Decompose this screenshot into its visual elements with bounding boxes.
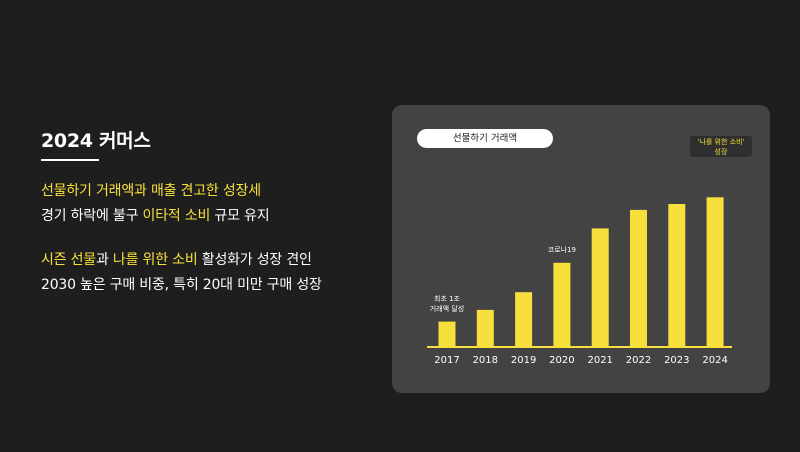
heading-underline [41, 159, 99, 161]
bar-chart: 2017 2018 2019 2020 2021 2022 2023 2024 [427, 197, 732, 366]
bar-2020 [553, 262, 571, 346]
summary-line-4: 2030 높은 구매 비중, 특히 20대 미만 구매 성장 [41, 274, 322, 294]
bar-2021 [591, 228, 609, 346]
annotation-line: '나를 위한 소비' [697, 138, 745, 146]
body-text: 과 [95, 252, 113, 268]
highlight-text: 선물하기 거래액과 매출 견고한 성장세 [41, 183, 261, 199]
x-tick-label: 2024 [702, 355, 727, 366]
x-tick-label: 2023 [664, 355, 689, 366]
bar-annotation: 최초 1조 거래액 달성 [417, 294, 477, 314]
bar-2019 [515, 292, 533, 346]
page-heading: 2024 커머스 [41, 130, 151, 152]
x-tick-label: 2022 [626, 355, 651, 366]
growth-callout: '나를 위한 소비' 성장 [690, 136, 752, 157]
x-tick-label: 2017 [434, 355, 459, 366]
highlight-text: 이타적 소비 [142, 208, 211, 224]
bar-2023 [668, 204, 686, 346]
chart-title: 선물하기 거래액 [417, 129, 553, 148]
x-tick-label: 2021 [587, 355, 612, 366]
bar-2022 [630, 209, 647, 346]
summary-line-3: 시즌 선물과 나를 위한 소비 활성화가 성장 견인 [41, 249, 312, 269]
bar-annotation: 코로나19 [532, 245, 592, 255]
highlight-text: 시즌 선물 [41, 252, 96, 268]
x-tick-label: 2020 [549, 355, 574, 366]
body-text: 경기 하락에 불구 [41, 208, 143, 224]
summary-line-1: 선물하기 거래액과 매출 견고한 성장세 [41, 180, 261, 200]
summary-line-2: 경기 하락에 불구 이타적 소비 규모 유지 [41, 205, 270, 225]
annotation-line: 거래액 달성 [429, 304, 465, 313]
bar-2018 [476, 309, 494, 346]
highlight-text: 나를 위한 소비 [112, 252, 198, 268]
body-text: 2030 높은 구매 비중, 특히 20대 미만 구매 성장 [41, 277, 322, 293]
annotation-line: 최초 1조 [434, 294, 460, 303]
x-tick-label: 2019 [511, 355, 536, 366]
body-text: 활성화가 성장 견인 [197, 252, 312, 268]
bar-2017 [438, 321, 456, 346]
bar-2024 [706, 197, 724, 346]
body-text: 규모 유지 [210, 208, 270, 224]
chart-panel: 2017 2018 2019 2020 2021 2022 2023 2024 선물하기 거래… [392, 105, 770, 393]
x-tick-label: 2018 [473, 355, 498, 366]
annotation-line: 코로나19 [547, 245, 576, 254]
annotation-line: 성장 [714, 148, 728, 156]
